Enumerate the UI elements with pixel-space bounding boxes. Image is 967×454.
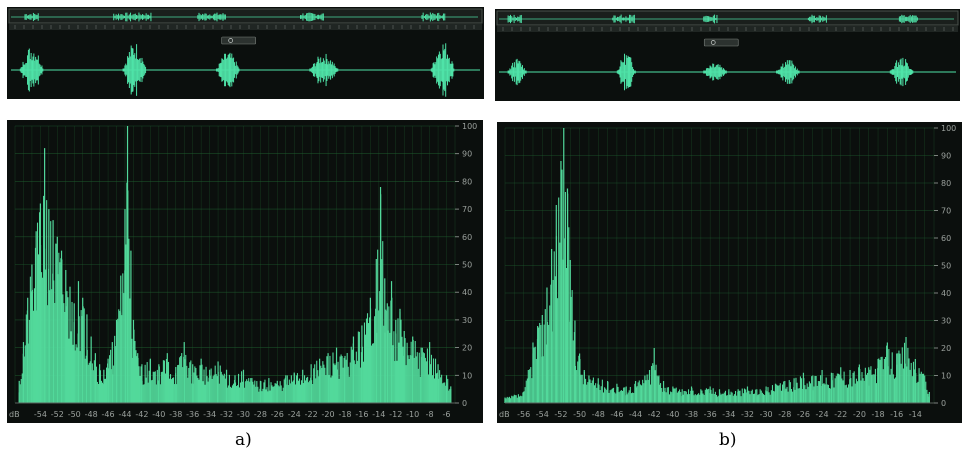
x-tick-label: -46 [610,410,623,419]
x-axis-unit-label: dB [499,410,510,419]
y-tick-label: 80 [941,179,951,188]
waveform-panel-a[interactable] [7,7,484,99]
y-tick-label: 30 [941,317,951,326]
x-tick-label: -42 [648,410,661,419]
x-tick-label: -52 [554,410,567,419]
caption-b: b) [719,430,737,450]
x-tick-label: -38 [169,410,182,419]
x-tick-label: -24 [816,410,829,419]
x-tick-label: -26 [271,410,284,419]
x-tick-label: -22 [305,410,318,419]
zoom-control[interactable] [222,37,256,44]
y-tick-label: 0 [462,399,467,408]
x-tick-label: -8 [426,410,434,419]
waveform-panel-b[interactable] [495,9,960,101]
y-tick-label: 30 [462,316,472,325]
x-tick-label: -48 [85,410,98,419]
x-tick-label: -36 [186,410,199,419]
histogram-panel-b: 0 10 20 30 40 50 60 70 80 90 100 dB -56 -54 -52 -50 -48-… [497,122,962,423]
x-tick-label: -54 [536,410,549,419]
y-tick-label: 50 [462,261,472,270]
x-tick-label: -18 [872,410,885,419]
waveform-a [7,7,484,99]
y-tick-label: 60 [941,234,951,243]
overview-strip[interactable] [9,9,482,23]
caption-a: a) [235,430,252,450]
x-tick-label: -18 [338,410,351,419]
x-axis-unit-label: dB [9,410,20,419]
overview-strip[interactable] [497,11,958,25]
x-tick-label: -54 [34,410,47,419]
x-tick-label: -28 [254,410,267,419]
y-tick-label: 60 [462,233,472,242]
y-tick-label: 80 [462,177,472,186]
y-tick-label: 50 [941,262,951,271]
x-tick-label: -52 [51,410,64,419]
x-tick-label: -44 [118,410,131,419]
y-tick-label: 90 [462,150,472,159]
x-tick-label: -40 [152,410,165,419]
x-tick-label: -10 [406,410,419,419]
x-tick-label: -50 [573,410,586,419]
y-tick-label: 70 [462,205,472,214]
waveform-b [495,9,960,101]
zoom-control[interactable] [704,39,738,46]
y-tick-label: 40 [462,288,472,297]
y-tick-label: 10 [941,372,951,381]
x-tick-label: -12 [389,410,402,419]
x-tick-label: -50 [68,410,81,419]
x-tick-label: -44 [629,410,642,419]
x-tick-label: -20 [322,410,335,419]
x-tick-label: -38 [685,410,698,419]
x-tick-label: -30 [760,410,773,419]
x-tick-label: -30 [237,410,250,419]
y-tick-label: 100 [462,122,477,131]
x-tick-label: -22 [834,410,847,419]
y-tick-label: 70 [941,207,951,216]
x-tick-label: -46 [102,410,115,419]
x-tick-label: -6 [443,410,451,419]
x-tick-label: -24 [288,410,301,419]
x-tick-label: -34 [722,410,735,419]
y-tick-label: 0 [941,399,946,408]
x-tick-label: -16 [890,410,903,419]
x-tick-label: -32 [220,410,233,419]
x-tick-label: -14 [909,410,922,419]
x-tick-label: -26 [797,410,810,419]
y-tick-label: 20 [462,344,472,353]
x-tick-label: -32 [741,410,754,419]
x-tick-label: -28 [778,410,791,419]
x-tick-label: -14 [372,410,385,419]
y-tick-label: 40 [941,289,951,298]
x-tick-label: -40 [666,410,679,419]
x-tick-label: -56 [517,410,530,419]
x-tick-label: -42 [135,410,148,419]
y-tick-label: 20 [941,344,951,353]
x-tick-label: -16 [355,410,368,419]
y-tick-label: 10 [462,371,472,380]
histogram-panel-a: 0 10 20 30 40 50 60 70 80 90 100 dB -54 -52 -50 -48 -46-… [7,120,483,423]
y-tick-label: 100 [941,124,956,133]
x-tick-label: -48 [592,410,605,419]
x-tick-label: -20 [853,410,866,419]
x-tick-label: -34 [203,410,216,419]
x-tick-label: -36 [704,410,717,419]
y-tick-label: 90 [941,152,951,161]
